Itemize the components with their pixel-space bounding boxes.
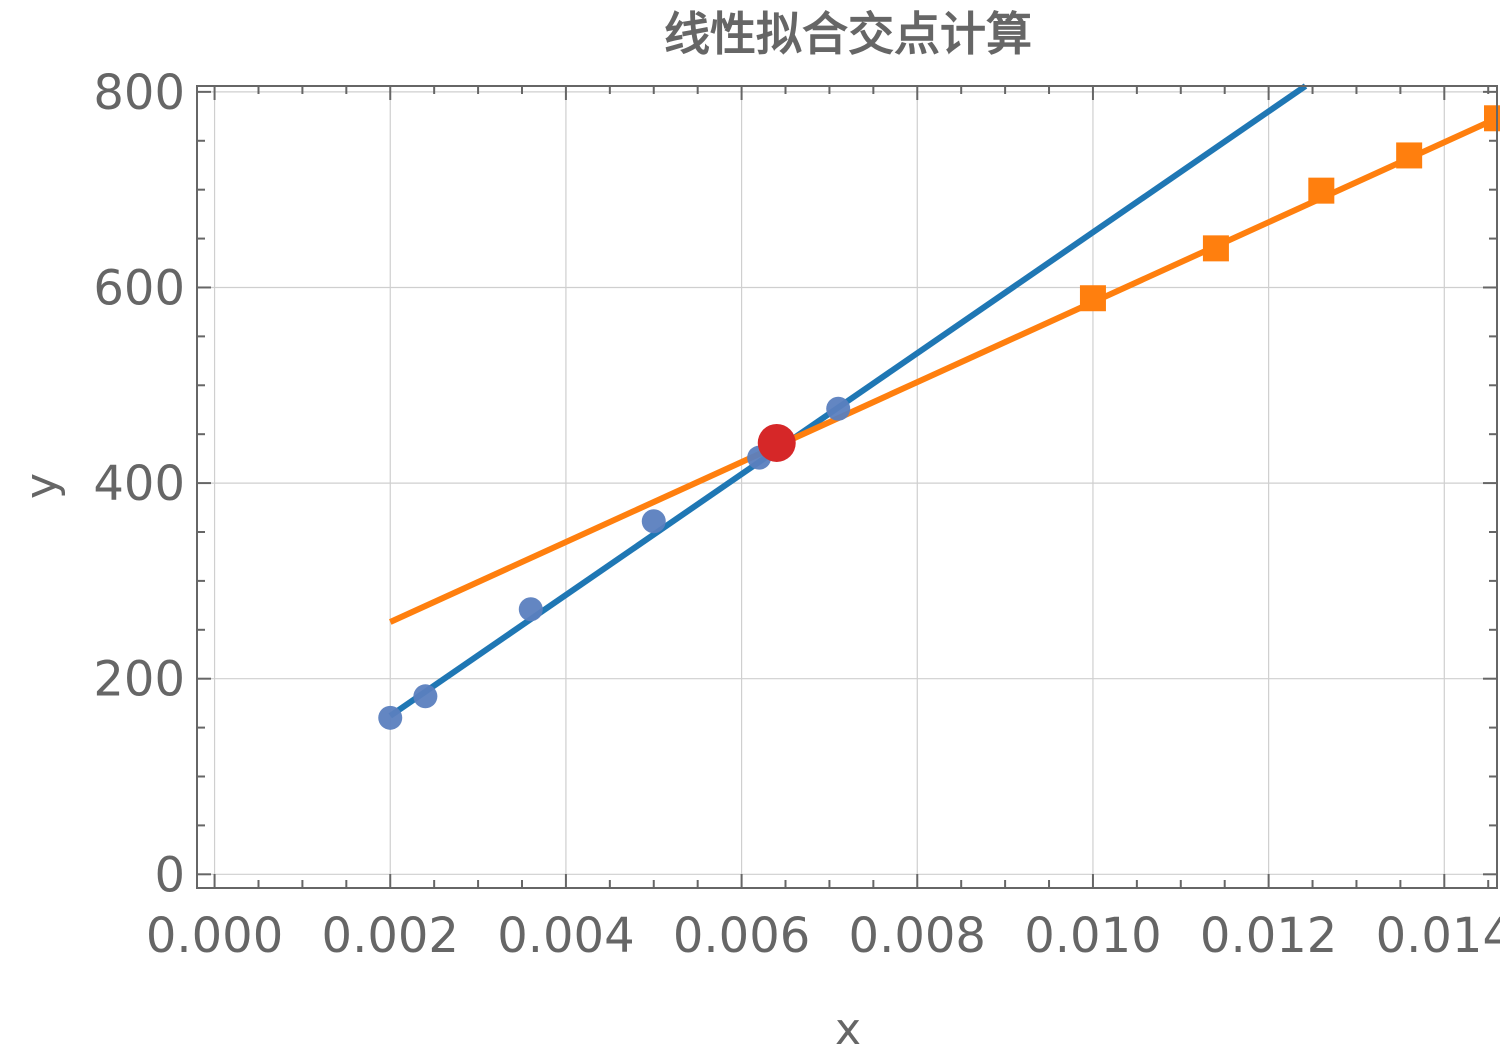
data-point-circle xyxy=(378,705,403,730)
intersection xyxy=(757,423,796,462)
data-point-circle xyxy=(413,684,438,709)
chart-title: 线性拟合交点计算 xyxy=(664,7,1032,61)
data-points xyxy=(378,105,1500,730)
x-tick-label: 0.014 xyxy=(1376,908,1500,964)
y-tick-label: 800 xyxy=(93,65,185,121)
grid xyxy=(197,86,1497,888)
data-point-circle xyxy=(518,597,543,622)
x-tick-label: 0.012 xyxy=(1200,908,1337,964)
y-axis-label: y xyxy=(16,473,67,499)
axis-ticks xyxy=(197,86,1497,888)
x-tick-label: 0.010 xyxy=(1024,908,1161,964)
x-tick-labels: 0.000 0.002 0.004 0.006 0.008 0.010 0.012 0.014 xyxy=(146,908,1500,964)
x-tick-label: 0.004 xyxy=(497,908,634,964)
data-point-square xyxy=(1308,177,1335,204)
intersection-point xyxy=(757,423,796,462)
y-tick-label: 0 xyxy=(154,847,185,903)
fit-line xyxy=(388,83,1308,719)
y-tick-label: 200 xyxy=(93,652,185,708)
data-point-circle xyxy=(826,396,851,421)
y-tick-label: 400 xyxy=(93,456,185,512)
data-point-square xyxy=(1202,235,1229,262)
x-tick-label: 0.000 xyxy=(146,908,283,964)
plot-frame xyxy=(196,85,1498,889)
y-tick-label: 600 xyxy=(93,260,185,316)
x-tick-label: 0.002 xyxy=(322,908,459,964)
data-point-square xyxy=(1396,142,1423,169)
x-tick-label: 0.006 xyxy=(673,908,810,964)
y-tick-labels: 0 200 400 600 800 xyxy=(93,65,185,903)
data-point-circle xyxy=(641,509,666,534)
x-tick-label: 0.008 xyxy=(849,908,986,964)
data-point-square xyxy=(1079,285,1106,312)
x-axis-label: x xyxy=(835,1004,861,1055)
